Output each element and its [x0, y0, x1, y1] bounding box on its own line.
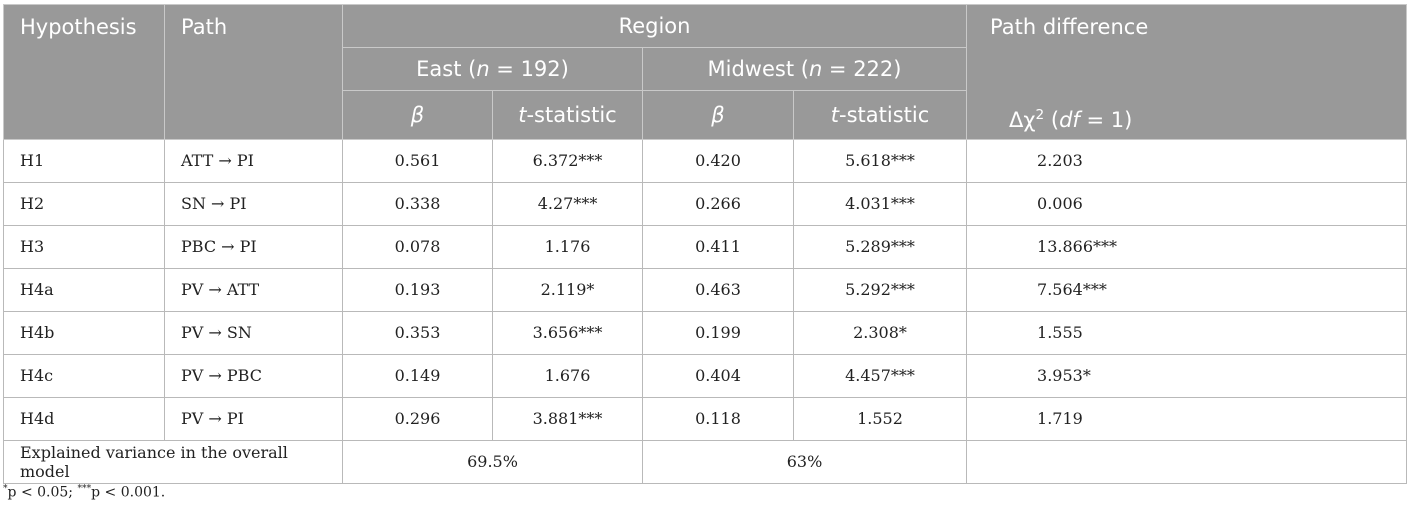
table-row: H4d PV → PI 0.296 3.881*** 0.118 1.552 1…	[3, 396, 1408, 441]
path-cell: ATT → PI	[164, 138, 343, 183]
east-beta-cell: 0.078	[342, 224, 493, 269]
table-body: H1 ATT → PI 0.561 6.372*** 0.420 5.618**…	[3, 138, 1408, 484]
midwest-beta-cell: 0.118	[642, 396, 794, 441]
header-east-beta: β	[342, 90, 493, 140]
header-path-difference: Path difference	[966, 4, 1408, 91]
header-midwest-beta: β	[642, 90, 794, 140]
east-beta-cell: 0.561	[342, 138, 493, 183]
table-row: H2 SN → PI 0.338 4.27*** 0.266 4.031*** …	[3, 181, 1408, 226]
east-t-cell: 6.372***	[492, 138, 643, 183]
east-beta-cell: 0.149	[342, 353, 493, 398]
midwest-beta-cell: 0.463	[642, 267, 794, 312]
east-t-cell: 3.656***	[492, 310, 643, 355]
east-beta-cell: 0.353	[342, 310, 493, 355]
variance-label: Explained variance in the overall model	[3, 439, 343, 484]
hypothesis-cell: H3	[3, 224, 165, 269]
path-diff-cell: 1.719	[966, 396, 1408, 441]
east-t-cell: 3.881***	[492, 396, 643, 441]
header-path: Path	[164, 4, 343, 140]
midwest-t-cell: 1.552	[792, 396, 968, 441]
path-cell: PV → PI	[164, 396, 343, 441]
header-region: Region	[341, 4, 968, 48]
results-table: Hypothesis Path Region Path difference E…	[3, 4, 1408, 484]
header-midwest: Midwest (n = 222)	[641, 47, 968, 91]
header-midwest-t: t-statistic	[792, 90, 968, 140]
path-diff-cell: 13.866***	[966, 224, 1408, 269]
hypothesis-cell: H2	[3, 181, 165, 226]
east-beta-cell: 0.193	[342, 267, 493, 312]
midwest-beta-cell: 0.420	[642, 138, 794, 183]
table-row: H3 PBC → PI 0.078 1.176 0.411 5.289*** 1…	[3, 224, 1408, 269]
east-beta-cell: 0.338	[342, 181, 493, 226]
table-header: Hypothesis Path Region Path difference E…	[3, 4, 1408, 140]
hypothesis-cell: H4d	[3, 396, 165, 441]
hypothesis-cell: H4b	[3, 310, 165, 355]
east-t-cell: 4.27***	[492, 181, 643, 226]
variance-empty-cell	[966, 439, 1408, 484]
hypothesis-cell: H1	[3, 138, 165, 183]
midwest-t-cell: 5.292***	[792, 267, 968, 312]
midwest-beta-cell: 0.199	[642, 310, 794, 355]
east-t-cell: 1.676	[492, 353, 643, 398]
midwest-beta-cell: 0.411	[642, 224, 794, 269]
variance-east: 69.5%	[342, 439, 643, 484]
path-cell: SN → PI	[164, 181, 343, 226]
table-row: H4c PV → PBC 0.149 1.676 0.404 4.457*** …	[3, 353, 1408, 398]
table-footnote: *p < 0.05; ***p < 0.001.	[3, 484, 166, 501]
path-cell: PV → PBC	[164, 353, 343, 398]
header-east: East (n = 192)	[342, 47, 643, 91]
east-beta-cell: 0.296	[342, 396, 493, 441]
header-delta-chi: Δχ2 (df = 1)	[966, 90, 1408, 140]
path-cell: PV → ATT	[164, 267, 343, 312]
east-t-cell: 1.176	[492, 224, 643, 269]
midwest-t-cell: 5.618***	[792, 138, 968, 183]
midwest-t-cell: 5.289***	[792, 224, 968, 269]
midwest-t-cell: 4.031***	[792, 181, 968, 226]
path-diff-cell: 2.203	[966, 138, 1408, 183]
path-cell: PBC → PI	[164, 224, 343, 269]
path-diff-cell: 7.564***	[966, 267, 1408, 312]
midwest-beta-cell: 0.266	[642, 181, 794, 226]
table-row: H4a PV → ATT 0.193 2.119* 0.463 5.292***…	[3, 267, 1408, 312]
path-diff-cell: 0.006	[966, 181, 1408, 226]
midwest-t-cell: 2.308*	[792, 310, 968, 355]
header-hypothesis: Hypothesis	[3, 4, 165, 140]
hypothesis-cell: H4c	[3, 353, 165, 398]
table-row: H1 ATT → PI 0.561 6.372*** 0.420 5.618**…	[3, 138, 1408, 183]
east-t-cell: 2.119*	[492, 267, 643, 312]
hypothesis-cell: H4a	[3, 267, 165, 312]
path-cell: PV → SN	[164, 310, 343, 355]
path-diff-cell: 3.953*	[966, 353, 1408, 398]
midwest-t-cell: 4.457***	[792, 353, 968, 398]
variance-midwest: 63%	[641, 439, 968, 484]
table-row: H4b PV → SN 0.353 3.656*** 0.199 2.308* …	[3, 310, 1408, 355]
path-diff-cell: 1.555	[966, 310, 1408, 355]
variance-row: Explained variance in the overall model …	[3, 439, 1408, 484]
header-east-t: t-statistic	[492, 90, 643, 140]
midwest-beta-cell: 0.404	[642, 353, 794, 398]
